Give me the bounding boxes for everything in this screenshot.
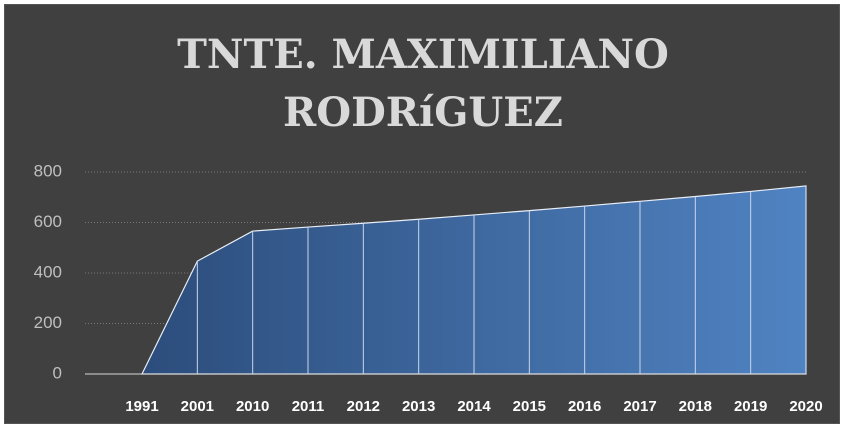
y-tick-label: 800 [34,161,62,180]
y-tick-label: 600 [34,212,62,231]
x-tick-label: 2016 [568,398,601,415]
x-tick-label: 2014 [457,398,491,415]
y-tick-label: 400 [34,262,62,281]
x-tick-label: 2017 [623,398,656,415]
x-tick-label: 2011 [292,398,325,415]
x-tick-label: 2015 [513,398,546,415]
x-tick-label: 2012 [347,398,380,415]
x-tick-label: 2013 [402,398,435,415]
y-tick-label: 0 [53,363,62,382]
x-tick-label: 1991 [125,398,158,415]
x-tick-label: 2020 [789,398,822,415]
x-tick-label: 2018 [679,398,712,415]
x-tick-label: 2019 [734,398,767,415]
x-tick-label: 2001 [181,398,214,415]
chart-title: TNTE. MAXIMILIANO RODRíGUEZ [177,31,669,136]
x-tick-label: 2010 [236,398,269,415]
y-tick-label: 200 [34,313,62,332]
